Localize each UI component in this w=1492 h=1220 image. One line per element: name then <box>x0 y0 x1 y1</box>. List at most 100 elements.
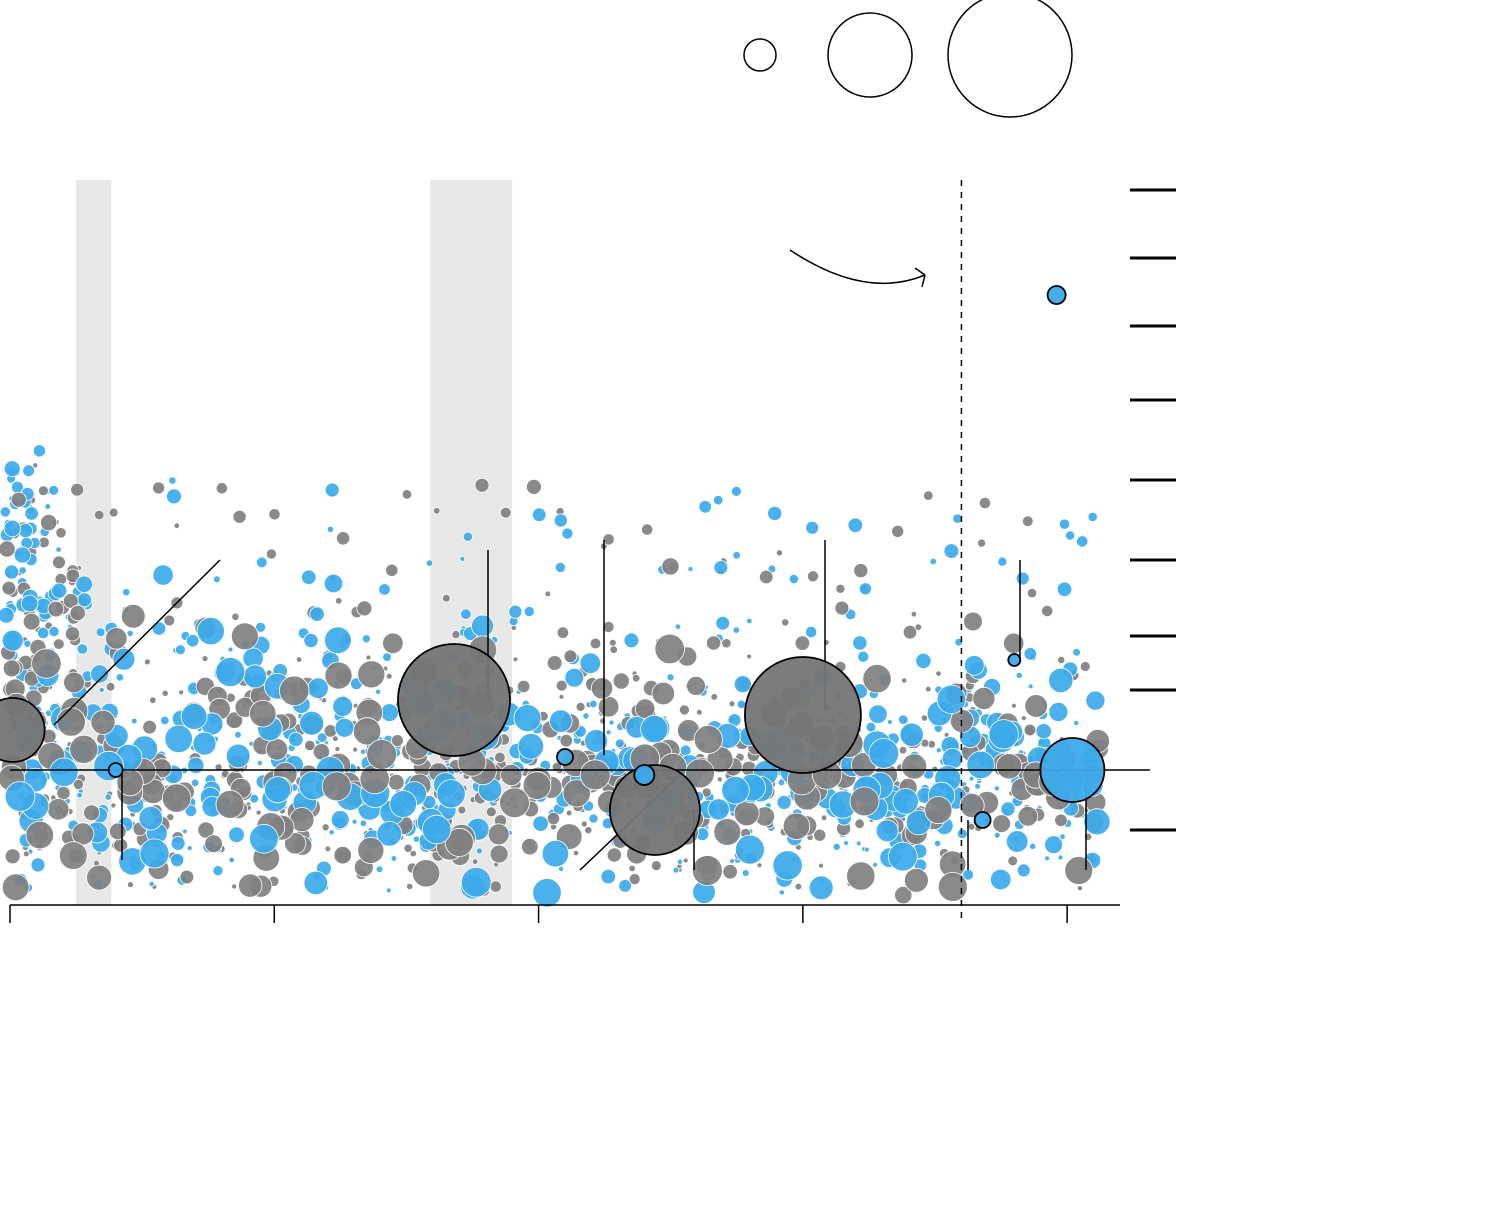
data-bubble <box>968 823 975 830</box>
data-bubble <box>2 630 23 651</box>
data-bubble <box>944 544 959 559</box>
data-bubble <box>244 665 267 688</box>
data-bubble <box>269 509 280 520</box>
data-bubble <box>925 686 931 692</box>
data-bubble <box>607 848 621 862</box>
data-bubble <box>106 682 115 691</box>
data-bubble <box>554 514 567 527</box>
data-bubble <box>806 626 817 637</box>
data-bubble <box>911 611 917 617</box>
data-bubble <box>165 725 193 753</box>
data-bubble <box>249 700 276 727</box>
data-bubble <box>957 829 967 839</box>
data-bubble <box>121 604 145 628</box>
data-bubble <box>304 871 328 895</box>
data-bubble <box>777 795 791 809</box>
data-bubble <box>56 547 62 553</box>
data-bubble <box>32 649 62 679</box>
data-bubble <box>54 639 65 650</box>
data-bubble <box>404 844 412 852</box>
data-bubble <box>99 687 104 692</box>
data-bubble <box>1088 512 1097 521</box>
data-bubble <box>232 613 239 620</box>
data-bubble <box>472 615 494 637</box>
data-bubble <box>694 725 722 753</box>
data-bubble <box>1080 662 1090 672</box>
data-bubble <box>835 601 849 615</box>
highlighted-bubble <box>1008 654 1020 666</box>
data-bubble <box>144 659 150 665</box>
data-bubble <box>782 619 789 626</box>
annotation-arrow <box>790 250 925 283</box>
data-bubble <box>1028 684 1033 689</box>
data-bubble <box>759 570 773 584</box>
data-bubble <box>1011 703 1016 708</box>
data-bubble <box>413 836 419 842</box>
data-bubble <box>1058 855 1063 860</box>
data-bubble <box>850 787 879 816</box>
data-bubble <box>4 520 21 537</box>
data-bubble <box>325 627 352 654</box>
data-bubble <box>325 483 339 497</box>
data-bubble <box>1058 656 1065 663</box>
data-bubble <box>0 541 15 557</box>
data-bubble <box>334 846 352 864</box>
data-bubble <box>892 525 904 537</box>
data-bubble <box>0 607 14 623</box>
data-bubble <box>4 461 20 477</box>
data-bubble <box>59 842 87 870</box>
data-bubble <box>109 823 126 840</box>
data-bubble <box>472 859 478 865</box>
data-bubble <box>171 854 184 867</box>
data-bubble <box>1065 531 1074 540</box>
data-bubble <box>723 865 738 880</box>
data-bubble <box>711 694 718 701</box>
data-bubble <box>153 565 173 585</box>
data-bubble <box>675 624 681 630</box>
data-bubble <box>23 613 40 630</box>
data-bubble <box>335 718 354 737</box>
data-bubble <box>433 508 440 515</box>
data-bubble <box>848 518 863 533</box>
data-bubble <box>140 839 169 868</box>
data-bubble <box>106 628 128 650</box>
highlighted-bubble <box>398 644 510 756</box>
data-bubble <box>162 784 191 813</box>
data-bubble <box>169 477 176 484</box>
data-bubble <box>973 687 995 709</box>
data-bubble <box>331 811 349 829</box>
data-bubble <box>580 760 610 790</box>
data-bubble <box>652 682 675 705</box>
data-bubble <box>3 660 20 677</box>
data-bubble <box>600 718 606 724</box>
data-bubble <box>150 697 157 704</box>
data-bubble <box>49 626 59 636</box>
data-bubble <box>854 564 868 578</box>
data-bubble <box>591 678 612 699</box>
data-bubble <box>967 751 995 779</box>
data-bubble <box>333 696 353 716</box>
data-bubble <box>475 478 489 492</box>
data-bubble <box>197 617 224 644</box>
data-bubble <box>174 523 180 529</box>
data-bubble <box>490 845 508 863</box>
data-bubble <box>14 547 30 563</box>
data-bubble <box>1030 843 1036 849</box>
highlighted-bubble <box>634 765 654 785</box>
data-bubble <box>21 595 38 612</box>
data-bubble <box>1006 831 1028 853</box>
data-bubble <box>296 657 302 663</box>
data-bubble <box>50 758 78 786</box>
data-bubble <box>687 676 706 695</box>
data-bubble <box>77 792 83 798</box>
data-bubble <box>57 708 86 737</box>
data-bubble <box>232 884 237 889</box>
data-bubble <box>23 851 29 857</box>
data-bubble <box>902 754 927 779</box>
data-bubble <box>193 732 216 755</box>
data-bubble <box>729 701 735 707</box>
data-bubble <box>921 715 927 721</box>
data-bubble <box>900 723 923 746</box>
data-bubble <box>460 556 465 561</box>
data-bubble <box>547 656 562 671</box>
